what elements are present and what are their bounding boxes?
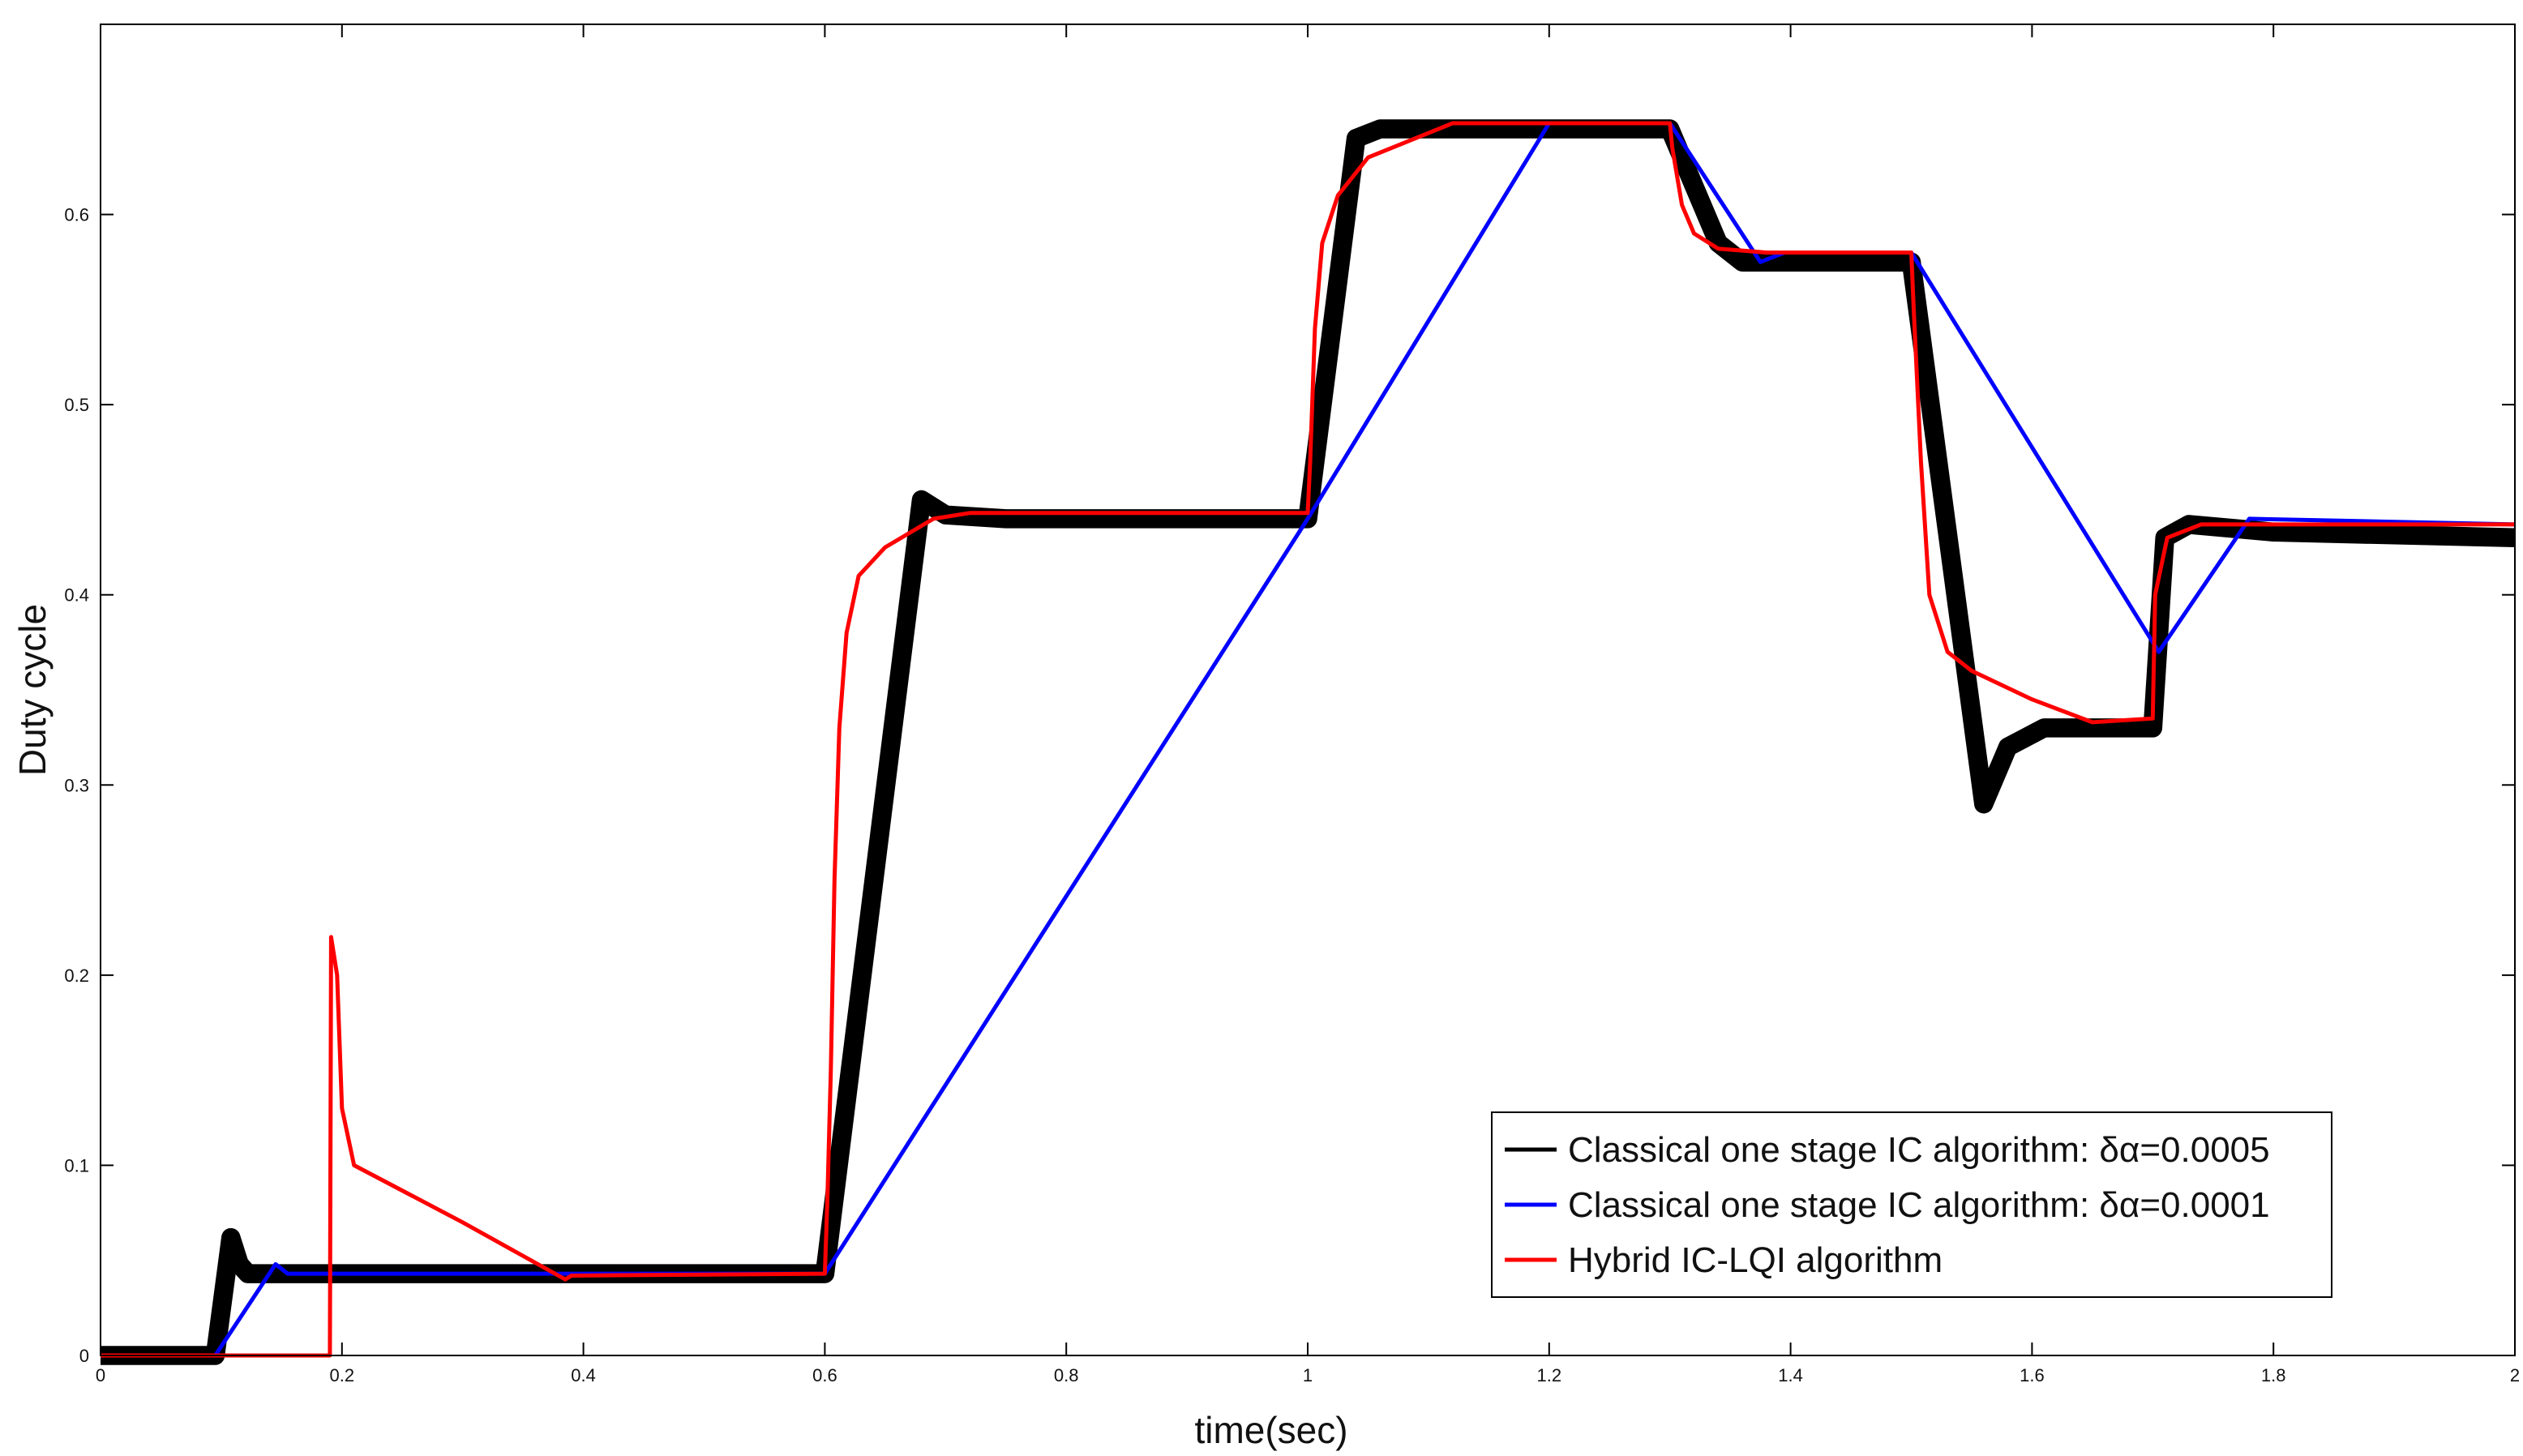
tick-layer: 0 0.2 0.4 0.6 0.8 1 1.2 1.4 1.6 1.8 2 0 0.1 0.2 0.3 0.4… [64,24,2520,1385]
series-3-line [101,121,2515,1358]
series-layer [101,119,2516,1365]
legend-box [1491,1111,2332,1298]
legend-label-2: Classical one stage IC algorithm: δα=0.0… [1568,1185,2270,1225]
y-axis-label: Duty cycle [11,604,54,776]
x-tick-label: 1.6 [2020,1365,2045,1385]
legend-label-3: Hybrid IC-LQI algorithm [1568,1240,1943,1280]
x-tick-label: 1 [1303,1365,1313,1385]
x-tick-label: 2 [2510,1365,2520,1385]
legend: Classical one stage IC algorithm: δα=0.0… [1491,1111,2332,1298]
x-tick-label: 1.8 [2261,1365,2286,1385]
y-tick-label: 0.5 [64,395,89,415]
x-tick-label: 1.4 [1778,1365,1803,1385]
y-tick-label: 0.4 [64,585,89,606]
y-tick-label: 0.6 [64,205,89,225]
x-tick-label: 0.2 [330,1365,355,1385]
legend-label-1: Classical one stage IC algorithm: δα=0.0… [1568,1130,2270,1170]
x-tick-label: 0.8 [1054,1365,1079,1385]
y-tick-label: 0 [79,1346,89,1366]
x-tick-label: 1.2 [1537,1365,1562,1385]
y-tick-label: 0.2 [64,966,89,986]
y-tick-label: 0.3 [64,775,89,795]
x-tick-label: 0.4 [571,1365,596,1385]
x-axis-label: time(sec) [1194,1409,1347,1451]
y-tick-label: 0.1 [64,1155,89,1176]
x-tick-label: 0 [96,1365,105,1385]
x-tick-label: 0.6 [812,1365,837,1385]
